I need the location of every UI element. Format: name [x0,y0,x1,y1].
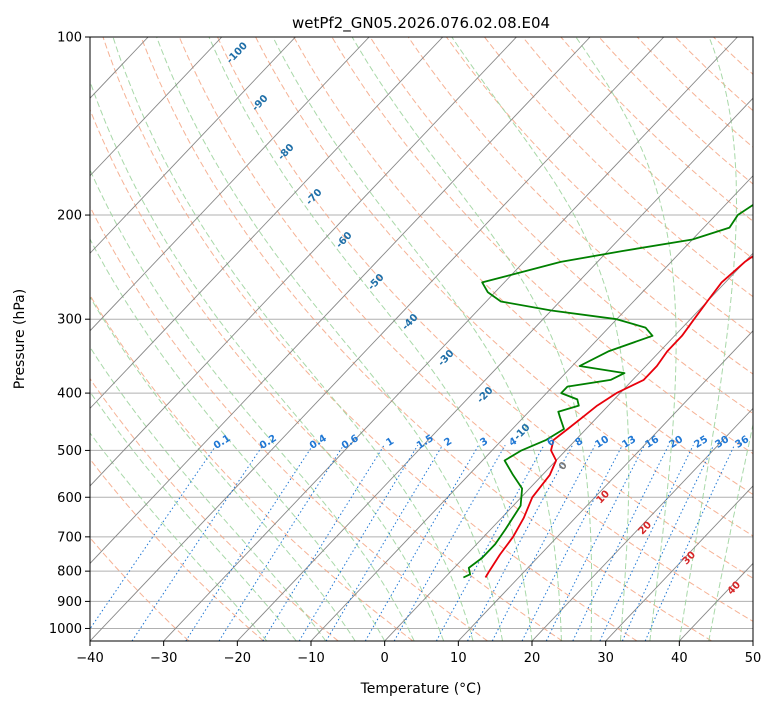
mixing-ratio-line [435,444,545,641]
isotherm-line [310,175,753,641]
plot-frame [89,36,754,642]
moist-adiabat [708,422,753,641]
y-axis-ticks: 100 200 300 400 500 600 700 800 900 1000 [49,31,90,637]
moist-adiabat [90,296,356,641]
y-tick-label: 300 [57,313,82,328]
moist-adiabat [451,37,630,641]
dry-adiabat [636,37,753,148]
isotherm-line [90,37,370,332]
dry-adiabat [90,108,563,641]
mixing-ratio-line [491,444,596,641]
mixing-ratio-line [131,444,264,641]
x-tick-label: −30 [150,651,177,666]
y-tick-label: 700 [57,530,82,545]
isotherm-line [90,37,444,410]
mixing-ratio-line [545,444,645,641]
mixing-ratio-label: 6 [545,436,557,449]
isotherm-line [90,37,296,254]
mixing-ratio-lines [90,444,735,641]
profile-series [463,203,753,579]
moist-adiabat [678,37,738,641]
mixing-ratio-line [364,444,480,641]
mixing-ratio-line [521,444,623,641]
y-tick-label: 100 [57,31,82,46]
mixing-ratio-label: 2 [442,436,454,449]
x-tick-label: −20 [224,651,251,666]
moist-adiabat [208,37,533,641]
moist-adiabat [575,37,677,641]
isotherm-line [163,37,738,641]
mixing-ratio-line [467,444,573,641]
x-axis-title: Temperature (°C) [360,681,482,697]
isotherm-line [90,37,665,641]
moist-adiabat [90,432,268,641]
isotherm-line [90,37,517,487]
dewpoint-line [463,203,753,579]
mixing-ratio-line [218,444,345,641]
x-tick-label: 0 [381,651,389,666]
isotherm-line [605,485,753,641]
moist-adiabat [90,391,297,641]
y-axis-title: Pressure (hPa) [12,289,28,389]
moist-adiabat [90,79,445,641]
y-tick-label: 600 [57,491,82,506]
x-tick-label: 10 [450,651,467,666]
moist-adiabats [90,37,753,641]
dry-adiabat [293,37,753,496]
y-tick-label: 500 [57,444,82,459]
y-tick-label: 800 [57,565,82,580]
dry-adiabat [407,37,753,375]
mixing-ratio-line [185,444,314,641]
mixing-ratio-label: 8 [573,436,585,449]
mixing-ratio-line [599,444,694,641]
moist-adiabat [90,168,415,641]
y-tick-label: 200 [57,209,82,224]
moist-adiabat [156,37,503,641]
dry-adiabat [90,537,190,641]
mixing-ratio-label: 4 [507,436,519,449]
dry-adiabat [369,37,753,415]
x-tick-label: 40 [671,651,688,666]
dry-adiabat [331,37,753,455]
isotherm-line [458,330,753,641]
dry-adiabat [90,294,414,641]
x-tick-label: 30 [597,651,614,666]
x-tick-label: −10 [297,651,324,666]
chart-title: wetPf2_GN05.2026.076.02.08.E04 [292,14,550,33]
isotherm-line [531,407,753,641]
x-axis-ticks: −40 −30 −20 −10 0 10 20 30 40 50 [76,641,761,666]
y-tick-label: 900 [57,595,82,610]
moist-adiabat [272,37,562,641]
dry-adiabat [90,458,264,641]
moist-adiabat [351,37,593,641]
x-tick-label: 20 [524,651,541,666]
temperature-line [484,255,753,578]
dry-adiabat [102,37,638,641]
mixing-ratio-line [572,444,670,641]
dry-adiabat [598,37,753,185]
y-tick-label: 400 [57,387,82,402]
isotherm-line [384,252,753,641]
mixing-ratio-label: 1 [384,436,396,449]
moist-adiabat [90,238,386,641]
x-tick-label: −40 [76,651,103,666]
isotherm-line [90,37,223,177]
isotherm-line [237,97,753,641]
moist-adiabat [90,346,327,641]
isotherms [90,37,753,641]
dry-adiabat [140,37,712,641]
moist-adiabat [112,37,474,641]
x-tick-label: 50 [745,651,762,666]
mixing-ratio-label: 3 [478,436,490,449]
y-tick-label: 1000 [49,622,82,637]
isotherm-line [90,37,591,565]
dry-adiabat [255,37,753,537]
dry-adiabat [178,37,753,622]
mixing-ratio-line [393,444,506,641]
